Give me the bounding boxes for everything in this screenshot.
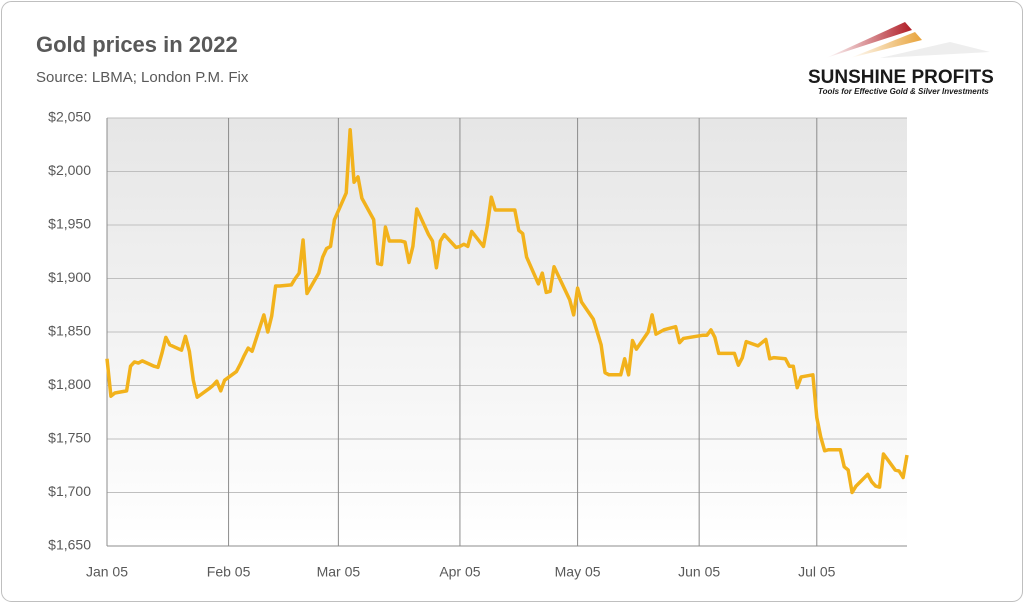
chart-subtitle: Source: LBMA; London P.M. Fix bbox=[36, 69, 249, 86]
x-tick-label: Feb 05 bbox=[207, 564, 251, 580]
y-tick-label: $1,850 bbox=[48, 323, 91, 339]
chart-title: Gold prices in 2022 bbox=[36, 32, 238, 57]
y-tick-label: $1,750 bbox=[48, 430, 91, 446]
y-tick-label: $1,650 bbox=[48, 537, 91, 553]
y-tick-label: $1,700 bbox=[48, 483, 91, 499]
x-tick-label: Jun 05 bbox=[678, 564, 720, 580]
y-tick-label: $1,900 bbox=[48, 269, 91, 285]
price-line bbox=[105, 128, 909, 495]
y-tick-label: $1,800 bbox=[48, 376, 91, 392]
x-tick-label: May 05 bbox=[555, 564, 601, 580]
logo-name: SUNSHINE PROFITS bbox=[808, 67, 994, 88]
x-tick-label: Apr 05 bbox=[439, 564, 480, 580]
y-tick-label: $2,000 bbox=[48, 162, 91, 178]
logo: SUNSHINE PROFITS Tools for Effective Gol… bbox=[808, 22, 994, 96]
x-tick-label: Jul 05 bbox=[798, 564, 836, 580]
logo-tagline: Tools for Effective Gold & Silver Invest… bbox=[818, 87, 989, 96]
x-tick-label: Jan 05 bbox=[86, 564, 128, 580]
y-tick-label: $1,950 bbox=[48, 216, 91, 232]
y-tick-label: $2,050 bbox=[48, 109, 91, 125]
x-tick-label: Mar 05 bbox=[317, 564, 361, 580]
